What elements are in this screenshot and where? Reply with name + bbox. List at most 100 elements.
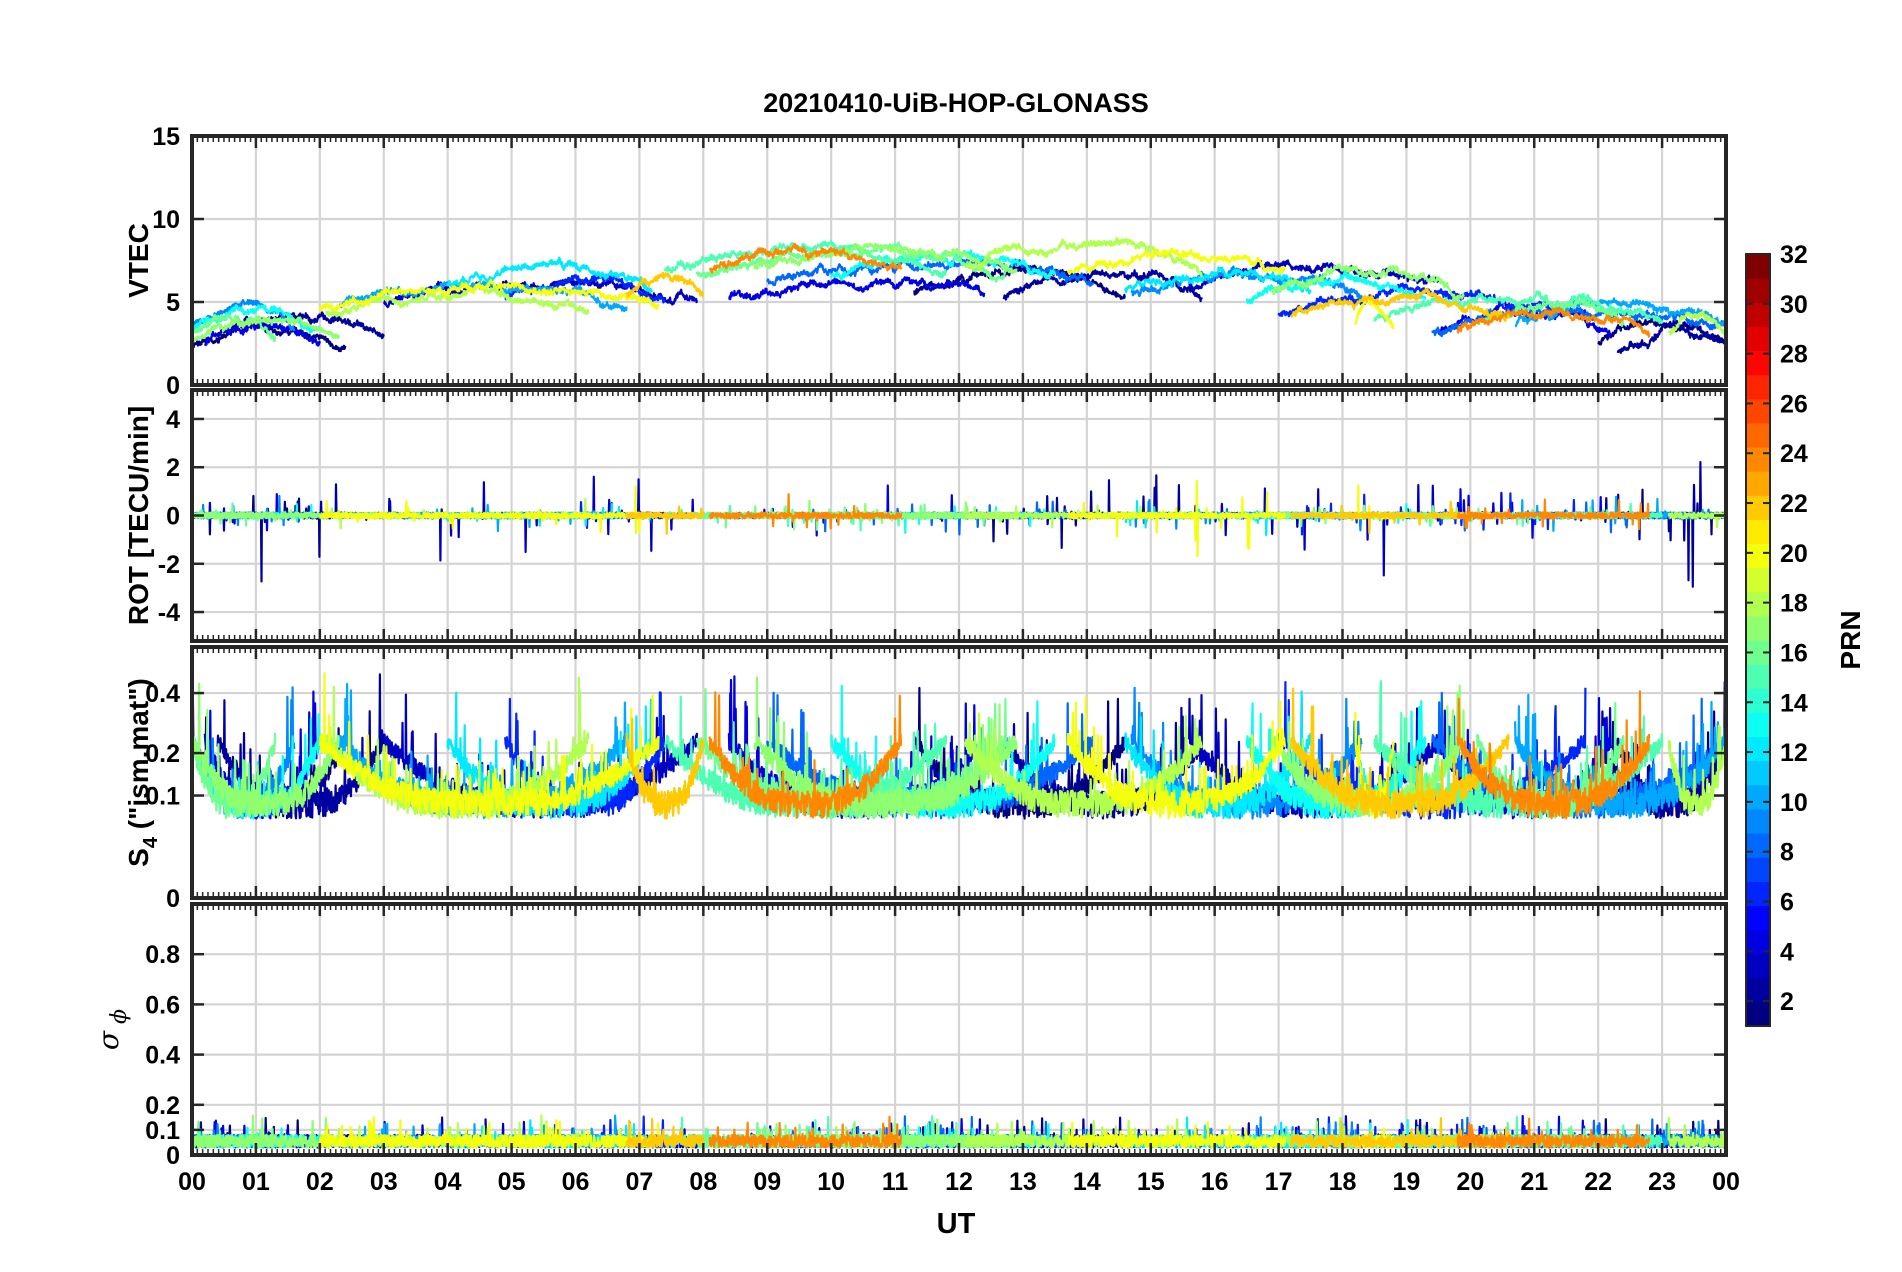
x-tick-label: 12 xyxy=(945,1168,973,1196)
x-tick-label: 02 xyxy=(306,1168,334,1196)
colorbar-tick-label: 4 xyxy=(1780,938,1794,966)
y-tick-label: 0.1 xyxy=(145,783,180,811)
colorbar-swatch xyxy=(1746,929,1770,955)
colorbar-swatch xyxy=(1746,591,1770,617)
series-line-prn-17 xyxy=(192,682,340,819)
series-line-prn-17 xyxy=(753,676,1018,819)
y-tick-label: 0 xyxy=(166,503,180,531)
x-tick-label: 20 xyxy=(1456,1168,1484,1196)
panel-sigphi: 00.10.2 0.4 0.6 0.8 σ ϕ xyxy=(92,902,1728,1170)
colorbar-label: PRN xyxy=(1835,610,1866,669)
panel-rot: -4 -2 0 2 4 ROT [TECU/min] xyxy=(123,388,1728,643)
series-line-prn-12 xyxy=(446,256,654,294)
x-tick-label: 18 xyxy=(1329,1168,1357,1196)
y-axis-label-subscript: 4 xyxy=(140,836,162,848)
y-tick-label: 0 xyxy=(166,1142,180,1170)
y-tick-label: 0.2 xyxy=(145,1092,180,1120)
colorbar-swatch xyxy=(1746,422,1770,448)
colorbar-swatch xyxy=(1746,495,1770,520)
series-group xyxy=(192,1114,1726,1149)
series-line-prn-22 xyxy=(625,717,705,820)
x-tick-label: 13 xyxy=(1009,1168,1037,1196)
series-line-prn-1 xyxy=(1597,316,1726,346)
colorbar-swatch xyxy=(1746,326,1770,352)
series-line-prn-18 xyxy=(1667,724,1726,817)
x-tick-label: 19 xyxy=(1393,1168,1421,1196)
x-tick-label: 03 xyxy=(370,1168,398,1196)
y-tick-label: 15 xyxy=(152,123,180,151)
x-axis-label: UT xyxy=(937,1208,976,1240)
x-tick-label: 00 xyxy=(178,1168,206,1196)
y-tick-label: 0.1 xyxy=(145,1117,180,1145)
series-line-prn-18 xyxy=(1667,1116,1726,1149)
series-line-prn-22 xyxy=(625,271,705,298)
series-line-prn-20 xyxy=(318,1116,660,1149)
series-line-prn-24 xyxy=(708,691,903,819)
x-tick-label: 07 xyxy=(626,1168,654,1196)
colorbar-swatch xyxy=(1746,447,1770,472)
x-tick-label: 22 xyxy=(1584,1168,1612,1196)
chart-title: 20210410-UiB-HOP-GLONASS xyxy=(763,88,1149,118)
colorbar-swatch xyxy=(1746,254,1770,279)
colorbar-swatch xyxy=(1746,374,1770,400)
y-axis-label: σ ϕ xyxy=(92,1009,132,1050)
series-line-prn-24 xyxy=(708,1115,903,1149)
colorbar-tick-label: 20 xyxy=(1780,540,1808,568)
colorbar-swatch xyxy=(1746,688,1770,713)
y-tick-label: 0 xyxy=(166,885,180,913)
colorbar-tick-label: 30 xyxy=(1780,291,1808,319)
x-tick-label: 21 xyxy=(1520,1168,1548,1196)
x-axis: 00 01 02 03 04 05 06 07 08 09 10 11 12 13 14 15 16 17 18 19… xyxy=(178,1168,1740,1196)
x-tick-label: 11 xyxy=(882,1168,909,1196)
colorbar-swatch xyxy=(1746,808,1770,834)
series-line-prn-2 xyxy=(216,311,385,340)
series-line-prn-18 xyxy=(964,712,1203,819)
colorbar-tick-label: 22 xyxy=(1780,490,1808,518)
y-tick-label: -4 xyxy=(158,599,180,627)
series-line-prn-4 xyxy=(728,276,986,301)
ticks xyxy=(190,647,1728,900)
colorbar-tick-label: 24 xyxy=(1780,440,1808,468)
series-line-prn-18 xyxy=(1667,310,1726,339)
colorbar-tick-label: 32 xyxy=(1780,241,1808,269)
y-tick-label: 4 xyxy=(166,406,180,434)
series-line-prn-12 xyxy=(1124,266,1312,295)
colorbar-swatch xyxy=(1746,712,1770,738)
y-axis-label: ROT [TECU/min] xyxy=(123,406,154,625)
panel-vtec: 0 5 10 15 VTEC xyxy=(123,123,1728,400)
x-tick-label: 00 xyxy=(1712,1168,1740,1196)
series-line-prn-20 xyxy=(318,485,660,535)
x-tick-label: 15 xyxy=(1137,1168,1165,1196)
y-tick-label: -2 xyxy=(158,551,180,579)
ticks xyxy=(190,904,1728,1157)
y-tick-label: 0.2 xyxy=(145,740,180,768)
y-tick-label: 5 xyxy=(166,289,180,317)
y-axis-label-symbol: σ xyxy=(92,1030,125,1050)
colorbar-swatch xyxy=(1746,857,1770,882)
colorbar-swatch xyxy=(1746,519,1770,545)
series-line-prn-2 xyxy=(1003,474,1203,550)
ticks xyxy=(190,134,1728,387)
y-tick-label: 0.6 xyxy=(145,991,180,1019)
series-line-prn-3 xyxy=(1188,484,1440,577)
x-tick-label: 14 xyxy=(1073,1168,1101,1196)
series-line-prn-10 xyxy=(1514,297,1726,328)
series-line-prn-24 xyxy=(1456,690,1651,820)
series-line-prn-17 xyxy=(1271,263,1465,301)
y-axis-label-subscript: ϕ xyxy=(107,1009,132,1031)
series-line-prn-2 xyxy=(216,483,385,583)
series-line-prn-13 xyxy=(1245,270,1427,305)
series-line-prn-24 xyxy=(708,242,903,274)
series-line-prn-9 xyxy=(192,494,295,527)
series-line-prn-2 xyxy=(1616,319,1726,354)
series-group xyxy=(192,672,1726,820)
colorbar-tick-label: 26 xyxy=(1780,390,1808,418)
series-line-prn-24 xyxy=(1456,1117,1651,1149)
panel-s4: 00.10.20.4S4 ("ism.mat") xyxy=(123,645,1728,913)
series-line-prn-24 xyxy=(1456,306,1651,338)
y-tick-label: 0.4 xyxy=(145,1042,180,1070)
series-line-prn-20 xyxy=(1066,247,1286,275)
